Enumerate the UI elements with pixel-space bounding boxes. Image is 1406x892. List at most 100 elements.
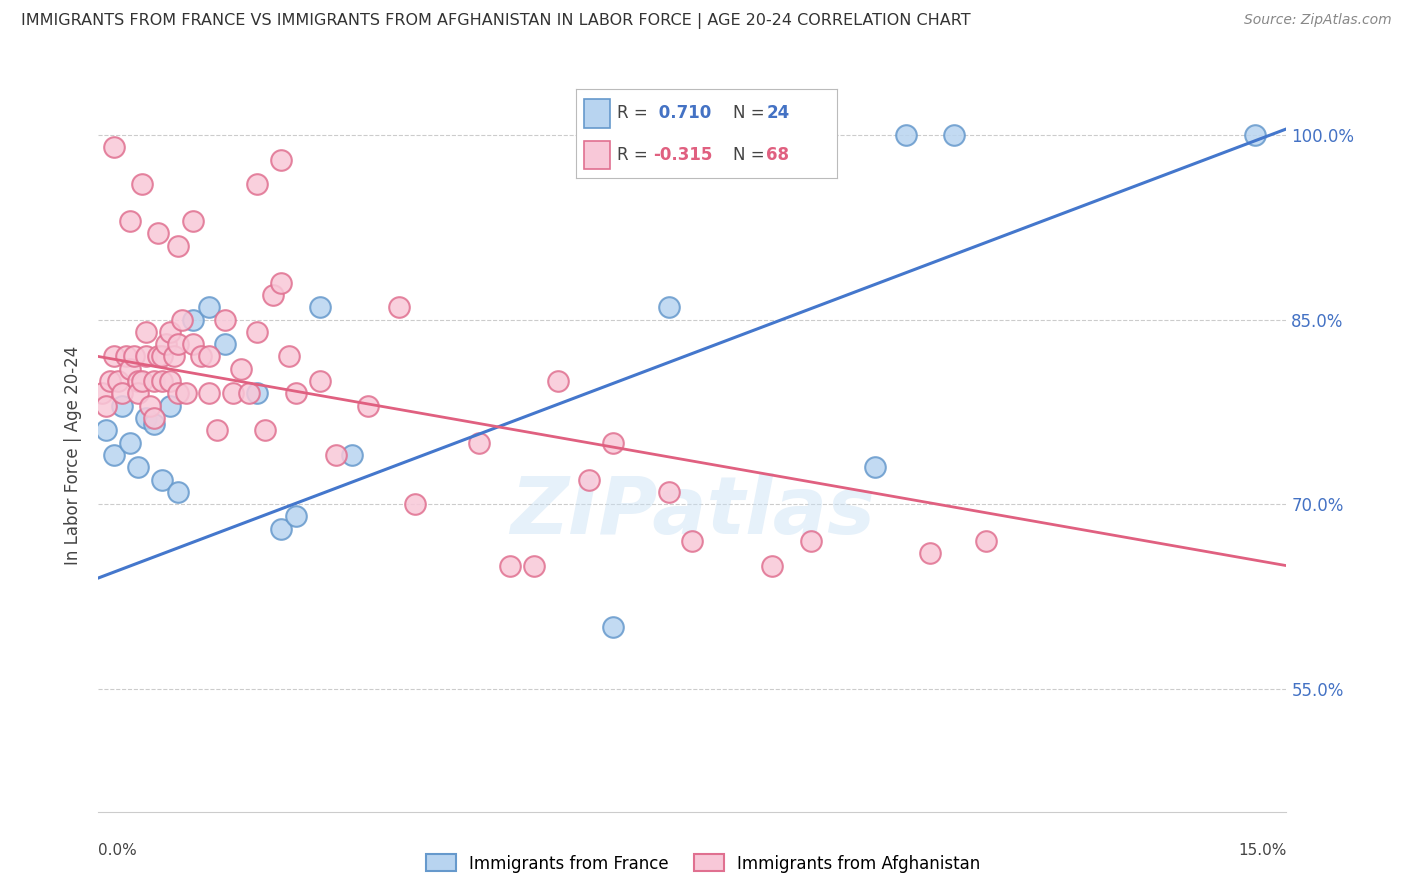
Text: ZIPatlas: ZIPatlas (510, 473, 875, 551)
Point (120, 214, 142, 228)
Text: IMMIGRANTS FROM FRANCE VS IMMIGRANTS FROM AFGHANISTAN IN LABOR FORCE | AGE 20-24: IMMIGRANTS FROM FRANCE VS IMMIGRANTS FRO… (21, 13, 970, 29)
Point (357, 399, 380, 413)
Point (388, 300, 411, 314)
Point (159, 374, 181, 388)
Point (920, 546, 942, 560)
Point (103, 448, 125, 462)
Point (246, 178, 269, 192)
Point (150, 350, 173, 364)
Point (325, 448, 347, 462)
Point (942, 128, 965, 142)
Point (146, 350, 169, 364)
Point (198, 386, 221, 401)
Point (467, 435, 489, 450)
Point (166, 386, 188, 401)
Point (404, 497, 426, 511)
Point (183, 337, 205, 351)
Text: 24: 24 (766, 103, 790, 122)
Point (285, 509, 308, 524)
Point (253, 423, 276, 437)
Point (131, 178, 153, 192)
Point (761, 558, 783, 573)
Point (309, 374, 332, 388)
Text: R =: R = (617, 103, 652, 122)
Point (190, 350, 212, 364)
Point (602, 620, 624, 634)
Point (150, 473, 173, 487)
Point (183, 214, 205, 228)
Point (146, 227, 169, 241)
Bar (585, 141, 610, 169)
Text: -0.315: -0.315 (654, 145, 713, 164)
Point (270, 153, 292, 167)
Point (270, 522, 292, 536)
Point (207, 423, 229, 437)
Point (96, 423, 118, 437)
Point (863, 460, 886, 475)
Point (547, 374, 569, 388)
Point (262, 288, 284, 302)
Point (135, 411, 157, 425)
Point (1243, 128, 1265, 142)
Point (131, 374, 153, 388)
Point (135, 350, 157, 364)
Point (198, 350, 221, 364)
Point (800, 534, 823, 549)
Point (214, 312, 236, 326)
Point (103, 140, 125, 154)
Point (127, 386, 149, 401)
Point (96, 399, 118, 413)
Point (163, 350, 186, 364)
Point (142, 374, 165, 388)
Point (159, 399, 181, 413)
Text: N =: N = (733, 103, 769, 122)
Point (107, 374, 129, 388)
Point (115, 350, 138, 364)
Point (120, 361, 142, 376)
Point (159, 325, 181, 339)
Point (309, 300, 332, 314)
Point (166, 337, 188, 351)
Point (150, 374, 173, 388)
Point (127, 374, 149, 388)
Point (183, 312, 205, 326)
Text: 0.710: 0.710 (654, 103, 711, 122)
Point (499, 558, 522, 573)
Point (285, 386, 308, 401)
Legend: Immigrants from France, Immigrants from Afghanistan: Immigrants from France, Immigrants from … (419, 847, 987, 880)
Point (658, 300, 681, 314)
Text: 15.0%: 15.0% (1239, 843, 1286, 858)
Y-axis label: In Labor Force | Age 20-24: In Labor Force | Age 20-24 (65, 345, 83, 565)
Point (277, 350, 299, 364)
Point (122, 350, 145, 364)
Text: N =: N = (733, 145, 769, 164)
Point (103, 350, 125, 364)
Point (214, 337, 236, 351)
Point (139, 399, 162, 413)
Point (174, 386, 197, 401)
Text: 0.0%: 0.0% (98, 843, 138, 858)
Point (142, 411, 165, 425)
Point (602, 435, 624, 450)
Text: 68: 68 (766, 145, 789, 164)
Point (658, 484, 681, 499)
Point (166, 239, 188, 253)
Point (238, 386, 260, 401)
Point (120, 435, 142, 450)
Point (974, 534, 997, 549)
Point (896, 128, 918, 142)
Bar (585, 99, 610, 128)
Point (98, 374, 121, 388)
Point (578, 473, 600, 487)
Point (246, 325, 269, 339)
Point (222, 386, 245, 401)
Point (127, 460, 149, 475)
Point (270, 276, 292, 290)
Point (166, 484, 188, 499)
Text: Source: ZipAtlas.com: Source: ZipAtlas.com (1244, 13, 1392, 28)
Text: R =: R = (617, 145, 652, 164)
Point (142, 417, 165, 432)
Point (682, 534, 704, 549)
Point (340, 448, 363, 462)
Point (135, 325, 157, 339)
